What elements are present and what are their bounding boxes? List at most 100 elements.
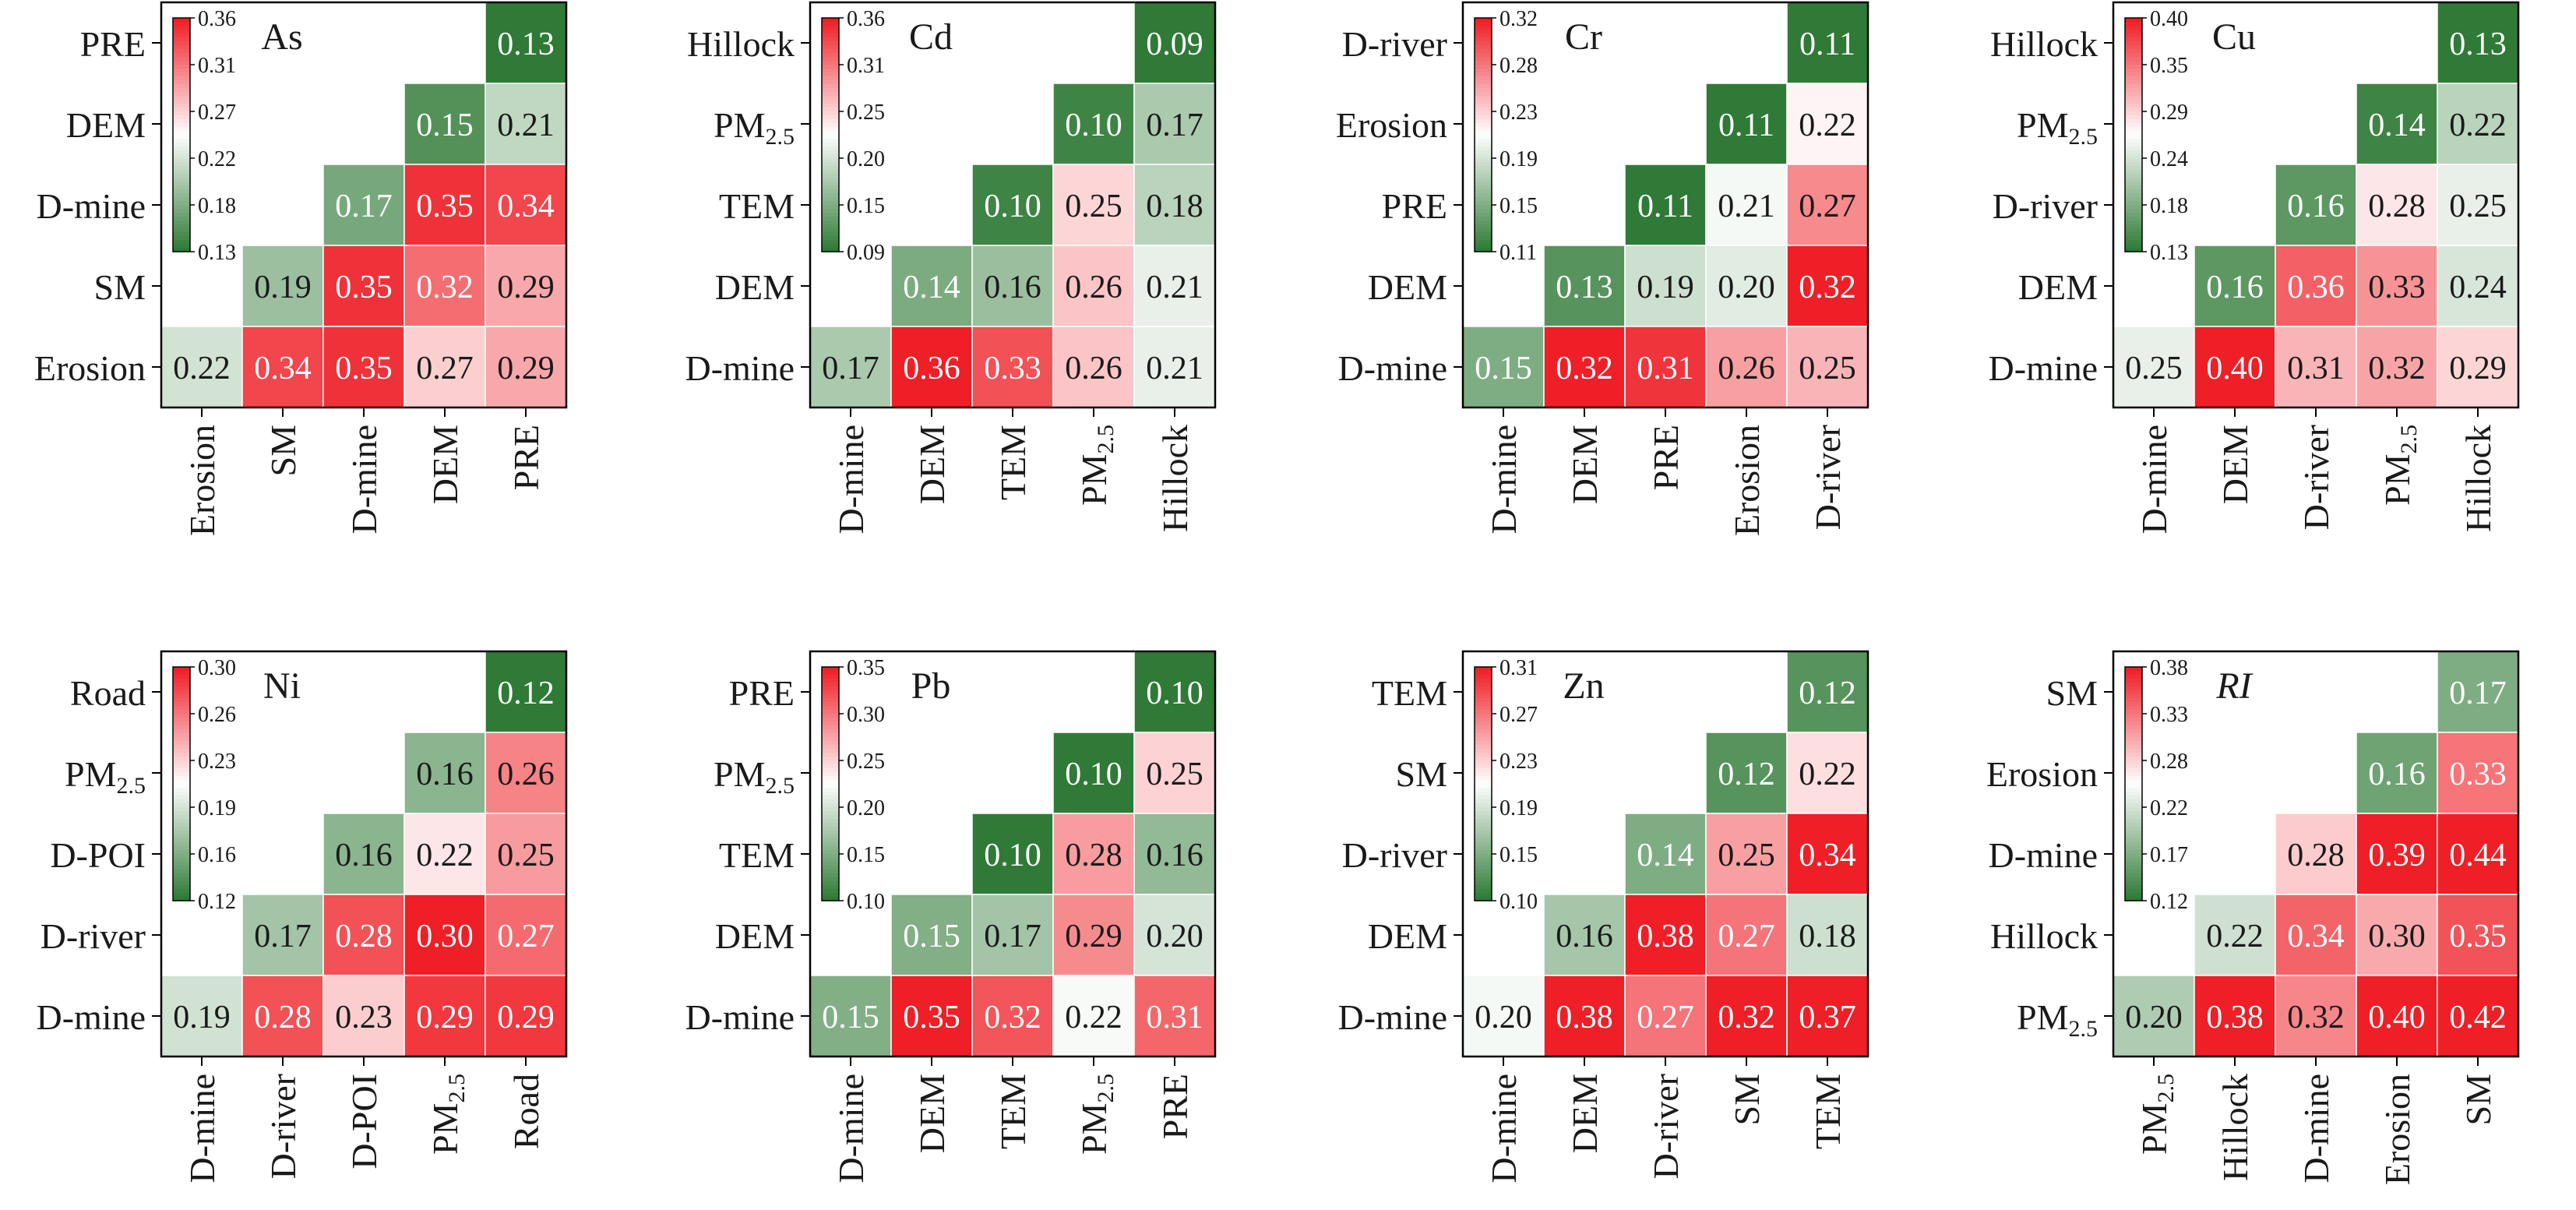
cell-value-label: 0.13 xyxy=(1556,270,1613,305)
cell-value-label: 0.32 xyxy=(2368,351,2426,386)
cell-value-label: 0.19 xyxy=(173,1000,231,1035)
colorbar-segment xyxy=(1475,240,1492,245)
colorbar-segment xyxy=(1475,41,1492,46)
colorbar-segment xyxy=(2125,232,2142,237)
colorbar-segment xyxy=(173,240,190,245)
heatmap-panel-cu: 0.13 0.14 0.22 0.16 0.28 0.25 0.16 0.36 0.33 0.24… xyxy=(1988,1,2520,534)
colorbar-segment xyxy=(1475,143,1492,147)
colorbar-segment xyxy=(822,690,839,695)
colorbar-segment xyxy=(1475,178,1492,182)
colorbar-segment xyxy=(1475,26,1492,30)
colorbar-tick-label: 0.40 xyxy=(2150,7,2188,31)
cell-value-label: 0.31 xyxy=(1637,351,1694,386)
heatmap-cell xyxy=(485,732,567,814)
colorbar-segment xyxy=(822,714,839,718)
colorbar-segment xyxy=(822,846,839,851)
colorbar-segment xyxy=(1475,889,1492,894)
cell-value-label: 0.32 xyxy=(984,1000,1041,1035)
colorbar-tick-label: 0.28 xyxy=(2150,750,2188,774)
colorbar-segment xyxy=(2125,799,2142,804)
cell-value-label: 0.27 xyxy=(1637,1000,1694,1035)
heatmap-cell xyxy=(2356,245,2438,327)
colorbar-segment xyxy=(1475,792,1492,796)
colorbar-segment xyxy=(822,729,839,734)
colorbar-segment xyxy=(2125,784,2142,788)
x-tick-label: PM2.5 xyxy=(2134,1074,2179,1155)
cell-value-label: 0.28 xyxy=(1065,838,1122,873)
colorbar-segment xyxy=(2125,18,2142,23)
y-tick-label: D-river xyxy=(1993,186,2098,226)
cell-value-label: 0.38 xyxy=(1556,1000,1613,1035)
colorbar-segment xyxy=(822,174,839,178)
colorbar-segment xyxy=(1475,34,1492,38)
colorbar-segment xyxy=(173,764,190,769)
colorbar-segment xyxy=(173,224,190,229)
cell-value-label: 0.17 xyxy=(2449,676,2507,711)
colorbar-segment xyxy=(1475,37,1492,42)
colorbar-segment xyxy=(173,26,190,30)
heatmap-cell xyxy=(1052,813,1135,895)
colorbar-segment xyxy=(1475,733,1492,738)
cell-value-label: 0.34 xyxy=(2287,919,2345,954)
colorbar-frame xyxy=(821,17,840,252)
colorbar-segment xyxy=(173,858,190,863)
colorbar-segment xyxy=(2125,733,2142,738)
y-tick-label: Road xyxy=(70,673,146,713)
colorbar-segment xyxy=(2125,96,2142,101)
colorbar-segment xyxy=(173,18,190,23)
x-tick-label: SM xyxy=(1727,1074,1767,1125)
heatmap-cell xyxy=(2437,732,2519,814)
colorbar-segment xyxy=(822,772,839,777)
cell-value-label: 0.14 xyxy=(1637,838,1694,873)
colorbar-segment xyxy=(2125,772,2142,777)
colorbar-segment xyxy=(2125,753,2142,757)
colorbar-segment xyxy=(822,217,839,221)
colorbar-segment xyxy=(173,92,190,97)
cell-value-label: 0.40 xyxy=(2368,1000,2426,1035)
heatmap-cell xyxy=(403,245,486,327)
colorbar-segment xyxy=(2125,143,2142,147)
colorbar-segment xyxy=(173,799,190,804)
colorbar-segment xyxy=(1475,749,1492,753)
colorbar-segment xyxy=(1475,772,1492,777)
colorbar-frame xyxy=(172,17,191,252)
colorbar-segment xyxy=(1475,795,1492,800)
cell-value-label: 0.25 xyxy=(1146,757,1203,792)
cell-value-label: 0.21 xyxy=(1718,189,1775,224)
heatmap-cell xyxy=(971,326,1054,408)
colorbar-segment xyxy=(1475,881,1492,886)
cell-value-label: 0.10 xyxy=(1065,757,1122,792)
x-tick-label: D-mine xyxy=(344,425,384,534)
colorbar-segment xyxy=(1475,80,1492,85)
colorbar-segment xyxy=(2125,150,2142,155)
colorbar-segment xyxy=(173,41,190,46)
colorbar-segment xyxy=(822,111,839,116)
colorbar-segment xyxy=(822,178,839,182)
colorbar-tick-label: 0.18 xyxy=(2150,194,2188,218)
x-tick-label: D-river xyxy=(2296,425,2336,530)
colorbar-segment xyxy=(173,667,190,672)
colorbar-segment xyxy=(822,41,839,46)
x-tick-label: Erosion xyxy=(1727,425,1767,536)
colorbar: 0.31 0.27 0.23 0.19 0.15 0.10 xyxy=(1474,656,1538,914)
cell-value-label: 0.10 xyxy=(984,189,1041,224)
colorbar-segment xyxy=(1475,760,1492,765)
cell-value-label: 0.28 xyxy=(2287,838,2345,873)
colorbar-segment xyxy=(822,694,839,699)
cell-value-label: 0.23 xyxy=(335,1000,393,1035)
heatmap-cell xyxy=(1133,326,1216,408)
heatmap-cell xyxy=(2437,651,2519,733)
heatmap-panel-pb: 0.10 0.10 0.25 0.10 0.28 0.16 0.15 0.17 0.29 0.20… xyxy=(685,650,1217,1184)
cell-value-label: 0.31 xyxy=(1146,1000,1203,1035)
colorbar-segment xyxy=(173,757,190,761)
y-tick-label: TEM xyxy=(719,835,795,875)
colorbar-segment xyxy=(2125,80,2142,85)
colorbar-segment xyxy=(822,209,839,213)
cell-value-label: 0.24 xyxy=(2449,270,2507,305)
colorbar-segment xyxy=(822,224,839,229)
x-tick-label: D-mine xyxy=(2134,425,2174,534)
colorbar-segment xyxy=(822,889,839,894)
heatmap-cell xyxy=(2113,975,2195,1057)
heatmap-cell xyxy=(322,326,405,408)
colorbar-tick-label: 0.15 xyxy=(1499,843,1538,867)
